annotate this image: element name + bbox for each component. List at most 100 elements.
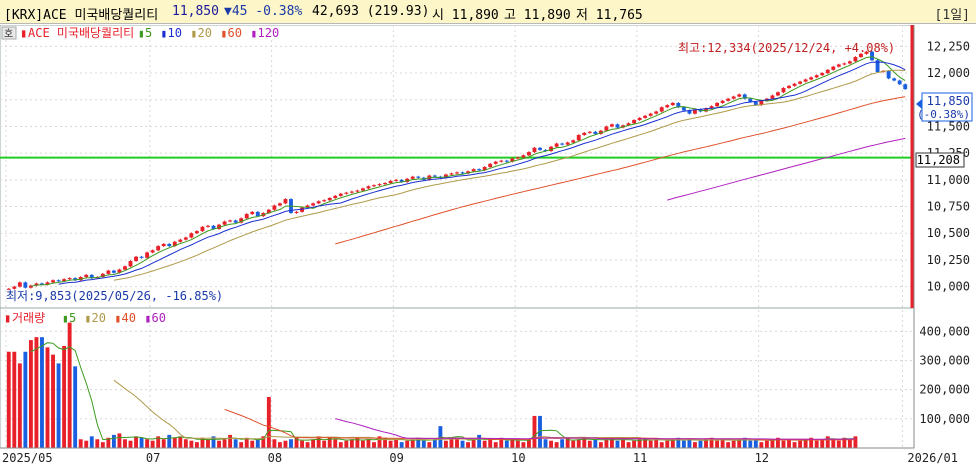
volume-bar: [261, 436, 266, 448]
candle-body: [394, 179, 399, 181]
volume-bar: [23, 351, 28, 448]
current-change-tag-value: (-0.38%): [917, 108, 970, 121]
volume-bar: [659, 442, 664, 448]
date-tick-label: 08: [268, 451, 282, 465]
volume-bar: [78, 439, 83, 448]
volume-bar: [28, 340, 33, 448]
candle-body: [156, 246, 161, 251]
volume-bar: [587, 440, 592, 448]
panel-corner-box[interactable]: [1, 26, 17, 40]
stock-chart[interactable]: 호 ▮ ACE 미국배당퀄리티 ▮ 5 ▮ 10 ▮ 20 ▮ 60 ▮ 120 최고:12,33…: [0, 24, 976, 466]
current-price-pointer: [916, 99, 922, 109]
candle-body: [172, 241, 177, 247]
ma-legend-label: 40: [122, 311, 136, 325]
candle-body: [250, 211, 255, 215]
volume-bar: [421, 440, 426, 448]
volume-bar: [316, 436, 321, 448]
volume-bar: [338, 442, 343, 448]
candle-body: [604, 126, 609, 131]
ma-legend-marker: ▮: [251, 27, 258, 40]
volume-bar: [123, 439, 127, 448]
min-price-label: 최저:9,853(2025/05/26, -16.85%): [6, 289, 223, 303]
price-tick-label: 10,750: [927, 200, 970, 214]
candle-body: [527, 152, 531, 156]
volume-bar: [45, 347, 50, 448]
period-selector-button[interactable]: [1일]: [934, 8, 970, 23]
volume-bar: [17, 363, 22, 448]
volume-bar: [643, 437, 648, 448]
candle-body: [515, 157, 520, 159]
volume-bar: [283, 440, 288, 448]
volume-bar: [73, 366, 78, 448]
volume-panel[interactable]: [0, 307, 915, 449]
candle-body: [443, 174, 448, 178]
volume-tick-label: 100,000: [919, 412, 970, 426]
volume-bar: [206, 439, 210, 448]
volume-bar: [289, 439, 293, 448]
candle-body: [626, 123, 631, 126]
volume-bar: [455, 437, 459, 448]
candle-body: [228, 220, 233, 222]
volume-bar: [515, 440, 520, 448]
volume-bar: [720, 439, 725, 448]
candle-body: [316, 201, 321, 204]
candle-body: [455, 172, 459, 174]
candle-body: [693, 109, 697, 114]
candle-body: [903, 84, 908, 90]
volume-bar: [405, 440, 410, 448]
volume-bar: [217, 440, 221, 448]
volume-bar: [349, 439, 354, 448]
volume-bar: [748, 440, 753, 448]
volume-info: 42,693 (219.93): [312, 4, 430, 19]
volume-bar: [360, 440, 365, 448]
volume-bar: [427, 442, 432, 448]
price-tick-label: 12,000: [927, 66, 970, 80]
candle-body: [106, 270, 111, 274]
candle-body: [659, 107, 664, 112]
hline-price-tag-value: 11,208: [917, 153, 960, 167]
candle-body: [244, 214, 249, 219]
ma-legend-label: 10: [168, 26, 182, 40]
volume-bar: [842, 437, 847, 448]
volume-bar: [233, 439, 238, 448]
candle-body: [305, 205, 310, 208]
ma-legend-marker: ▮: [138, 27, 145, 40]
hline-price-tag: [915, 152, 965, 168]
candle-body: [344, 192, 349, 194]
candle-body: [117, 269, 122, 273]
volume-bar: [139, 437, 144, 448]
volume-bar: [726, 442, 731, 448]
candle-body: [632, 120, 637, 124]
price-ma-line: [667, 137, 906, 201]
volume-bar: [615, 440, 620, 448]
volume-bar: [853, 436, 858, 448]
price-panel[interactable]: [0, 24, 915, 309]
ma-legend-label: 5: [145, 26, 152, 40]
candle-body: [593, 131, 598, 134]
date-tick-label: 2026/01: [907, 451, 958, 465]
candle-body: [34, 283, 39, 286]
candle-body: [825, 69, 830, 74]
date-tick-label: 09: [389, 451, 403, 465]
candle-body: [12, 286, 17, 289]
volume-bar: [200, 437, 205, 448]
ma-legend-marker: ▮: [161, 27, 168, 40]
volume-bar: [432, 439, 437, 448]
candle-body: [322, 200, 327, 202]
candle-body: [23, 282, 28, 288]
volume-bar: [792, 442, 797, 448]
chart-area[interactable]: 호 ▮ ACE 미국배당퀄리티 ▮ 5 ▮ 10 ▮ 20 ▮ 60 ▮ 120 최고:12,33…: [0, 24, 976, 466]
candle-body: [200, 226, 205, 232]
candle-body: [372, 185, 376, 187]
volume-bar: [239, 442, 244, 448]
volume-legend-title: 거래량: [12, 311, 45, 325]
volume-bar: [34, 337, 39, 448]
volume-bar: [344, 440, 349, 448]
volume-bar: [449, 439, 454, 448]
candle-body: [460, 172, 465, 174]
volume-bar: [654, 439, 659, 448]
grid-lines: [0, 25, 914, 448]
candle-body: [449, 173, 454, 175]
candle-body: [399, 179, 404, 182]
volume-bar: [593, 439, 598, 448]
